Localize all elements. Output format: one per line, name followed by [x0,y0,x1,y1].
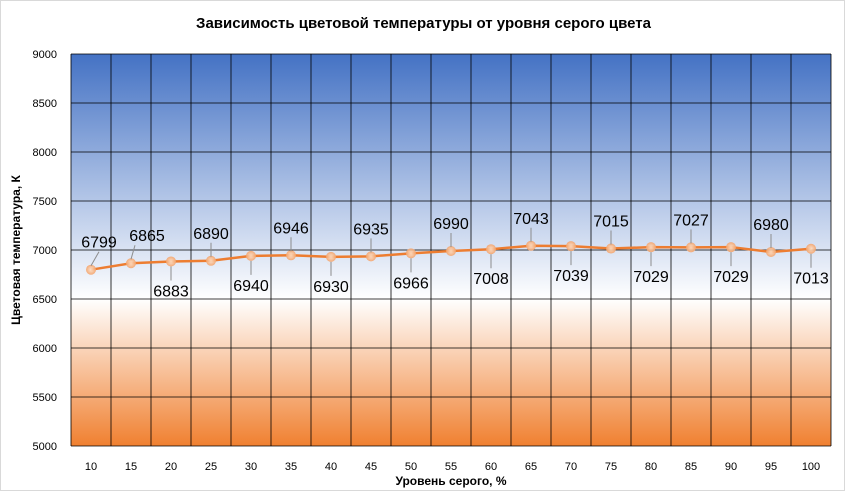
data-point [246,250,256,261]
x-tick-label: 65 [525,461,537,473]
y-tick-label: 7000 [33,245,57,257]
data-point [566,241,576,252]
x-tick-label: 15 [125,461,137,473]
x-tick-label: 100 [802,461,820,473]
chart-title: Зависимость цветовой температуры от уров… [196,15,651,32]
data-point [686,242,696,253]
data-label: 7029 [713,269,749,286]
x-tick-label: 60 [485,461,497,473]
x-tick-label: 75 [605,461,617,473]
data-point [166,256,176,267]
data-label: 7015 [593,214,629,231]
data-point [326,251,336,262]
y-tick-label: 8000 [33,147,57,159]
data-label: 6966 [393,275,429,292]
y-axis-ticks: 5000 5500 6000 6500 7000 7500 8000 8500 9000 [33,49,57,453]
data-point [606,243,616,254]
series-line [86,240,816,275]
data-label: 6799 [81,235,117,252]
x-tick-label: 25 [205,461,217,473]
data-point [206,255,216,266]
data-point [646,242,656,253]
data-label: 6990 [433,216,469,233]
y-tick-label: 9000 [33,49,57,61]
x-tick-label: 90 [725,461,737,473]
y-tick-label: 7500 [33,196,57,208]
x-tick-label: 70 [565,461,577,473]
data-label: 6890 [193,226,229,243]
data-point [486,244,496,255]
data-labels: 6799 6865 6883 6890 6940 6946 6930 6935 6966 6990… [81,211,829,301]
data-label: 6940 [233,278,269,295]
data-point [286,250,296,261]
x-axis-title: Уровень серого, % [395,474,506,488]
plot-background [71,54,831,446]
data-label: 7008 [473,271,509,288]
plot-bg-upper [71,54,831,299]
data-label: 7029 [633,269,669,286]
data-label: 7027 [673,212,709,229]
data-label: 6865 [129,228,165,245]
x-tick-label: 10 [85,461,97,473]
x-tick-label: 55 [445,461,457,473]
data-point [86,264,96,275]
gridlines [70,53,832,447]
data-label: 6935 [353,221,389,238]
y-tick-label: 5500 [33,392,57,404]
data-label: 6946 [273,220,309,237]
y-tick-label: 6000 [33,343,57,355]
x-tick-label: 85 [685,461,697,473]
leader-line [90,251,100,266]
y-tick-label: 6500 [33,294,57,306]
y-tick-label: 5000 [33,441,57,453]
data-point [446,245,456,256]
data-label: 7013 [793,271,829,288]
x-tick-label: 40 [325,461,337,473]
y-axis-title: Цветовая температура, К [9,175,23,325]
data-point [366,251,376,262]
y-tick-label: 8500 [33,98,57,110]
data-label: 7043 [513,211,549,228]
data-label: 6930 [313,279,349,296]
x-tick-label: 20 [165,461,177,473]
data-label: 7039 [553,268,589,285]
data-label: 6980 [753,217,789,234]
data-point [766,246,776,257]
x-tick-label: 45 [365,461,377,473]
data-label: 6883 [153,283,189,300]
data-point [406,248,416,259]
leader-line [130,245,136,260]
x-axis-ticks: 10 15 20 25 30 35 40 45 50 55 60 65 70 75 80 85 90 95 100 [85,461,820,473]
x-tick-label: 30 [245,461,257,473]
x-tick-label: 50 [405,461,417,473]
data-point [806,243,816,254]
data-point [726,242,736,253]
x-tick-label: 35 [285,461,297,473]
x-tick-label: 80 [645,461,657,473]
plot-bg-lower [71,299,831,446]
data-point [526,240,536,251]
data-point [126,258,136,269]
x-tick-label: 95 [765,461,777,473]
